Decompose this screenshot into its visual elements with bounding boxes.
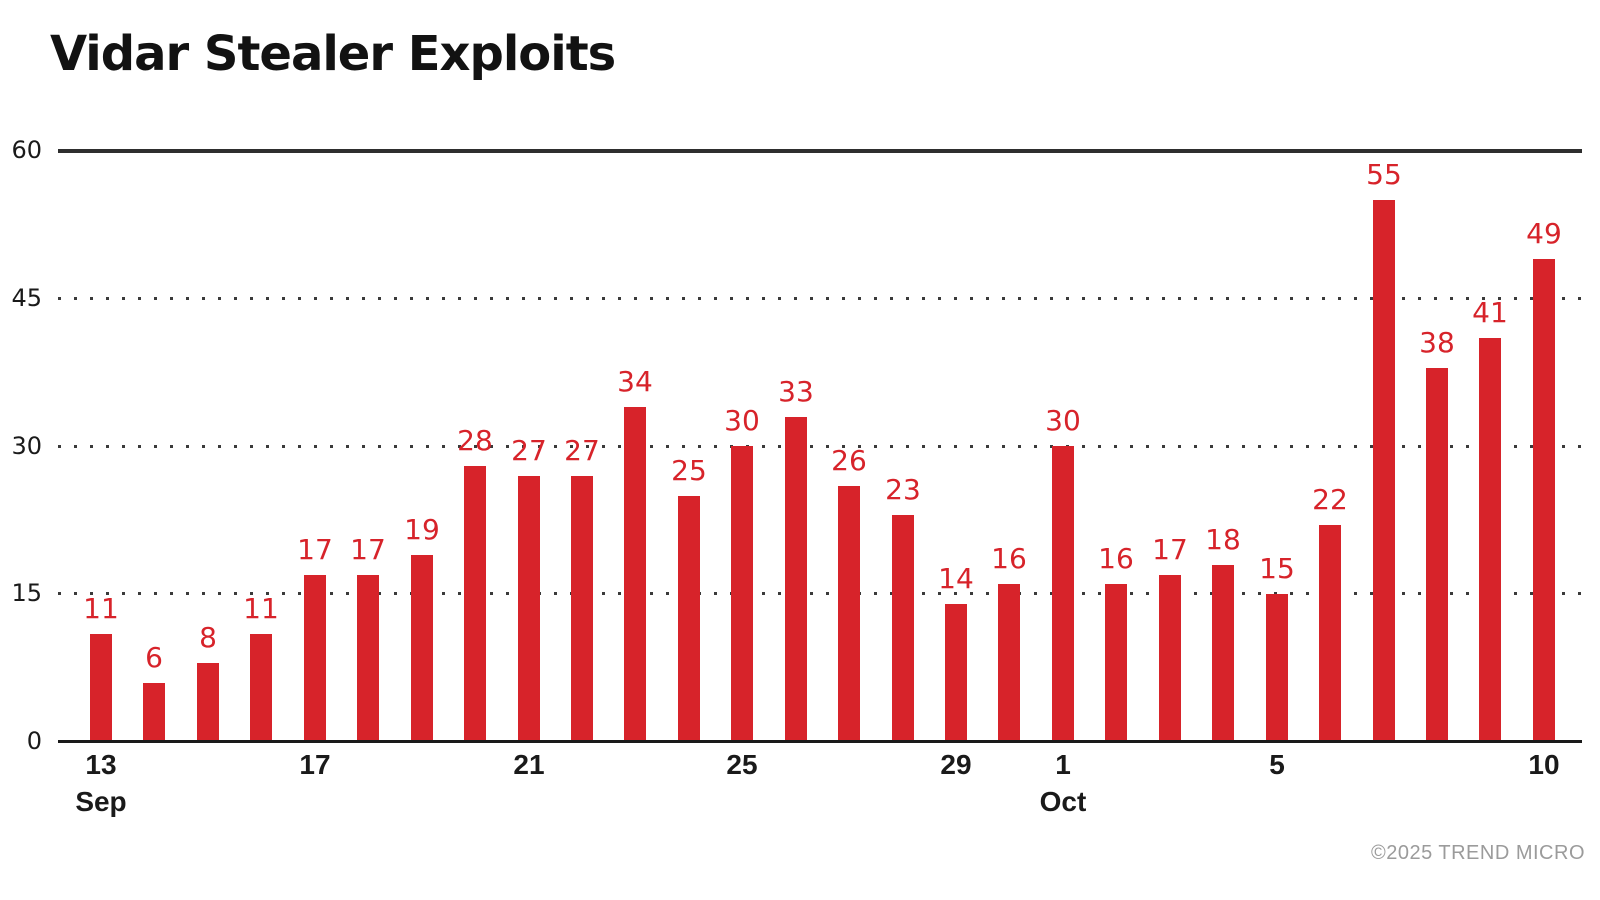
bar-oct-6 bbox=[1319, 525, 1341, 742]
bar-sep-13 bbox=[90, 634, 112, 742]
x-axis-tick-label: 21 bbox=[513, 749, 545, 780]
bar-oct-9 bbox=[1479, 338, 1501, 742]
bar-sep-17 bbox=[304, 575, 326, 742]
gridline-30 bbox=[58, 445, 1582, 448]
bar-value-label: 17 bbox=[350, 533, 386, 566]
x-axis-month-label: Sep bbox=[75, 786, 127, 817]
bar-value-label: 22 bbox=[1312, 483, 1348, 516]
bar-value-label: 27 bbox=[511, 434, 547, 467]
bar-sep-27 bbox=[838, 486, 860, 742]
bar-value-label: 11 bbox=[243, 592, 279, 625]
y-axis-tick-label: 60 bbox=[11, 136, 42, 164]
bar-oct-3 bbox=[1159, 575, 1181, 742]
bar-oct-7 bbox=[1373, 200, 1395, 742]
x-axis-line bbox=[58, 740, 1582, 743]
bar-value-label: 18 bbox=[1205, 523, 1241, 556]
bar-oct-8 bbox=[1426, 368, 1448, 742]
x-axis-tick-label: 29 bbox=[940, 749, 972, 780]
bar-sep-14 bbox=[143, 683, 165, 742]
x-axis-tick-label: 1 bbox=[1055, 749, 1071, 780]
bar-value-label: 17 bbox=[1152, 533, 1188, 566]
bar-value-label: 6 bbox=[145, 641, 163, 674]
x-axis-tick-label: 17 bbox=[299, 749, 331, 780]
bar-sep-29 bbox=[945, 604, 967, 742]
bar-value-label: 26 bbox=[831, 444, 867, 477]
gridline-45 bbox=[58, 297, 1582, 300]
bar-value-label: 38 bbox=[1419, 326, 1455, 359]
x-axis-tick-label: 10 bbox=[1528, 749, 1560, 780]
bar-sep-30 bbox=[998, 584, 1020, 742]
bar-oct-10 bbox=[1533, 259, 1555, 742]
chart-title: Vidar Stealer Exploits bbox=[50, 26, 616, 82]
bar-value-label: 49 bbox=[1526, 217, 1562, 250]
bar-sep-25 bbox=[731, 446, 753, 742]
bar-value-label: 41 bbox=[1472, 296, 1508, 329]
bar-value-label: 30 bbox=[724, 404, 760, 437]
y-axis-tick-label: 30 bbox=[11, 432, 42, 460]
bar-oct-4 bbox=[1212, 565, 1234, 742]
bar-value-label: 30 bbox=[1045, 404, 1081, 437]
gridline-15 bbox=[58, 592, 1582, 595]
bar-sep-24 bbox=[678, 496, 700, 742]
y-axis-tick-label: 15 bbox=[11, 579, 42, 607]
bar-sep-26 bbox=[785, 417, 807, 742]
bar-value-label: 25 bbox=[671, 454, 707, 487]
bar-value-label: 34 bbox=[617, 365, 653, 398]
bar-value-label: 16 bbox=[1098, 542, 1134, 575]
bar-sep-20 bbox=[464, 466, 486, 742]
bar-value-label: 33 bbox=[778, 375, 814, 408]
bar-sep-16 bbox=[250, 634, 272, 742]
bar-value-label: 28 bbox=[457, 424, 493, 457]
bar-value-label: 15 bbox=[1259, 552, 1295, 585]
bar-value-label: 27 bbox=[564, 434, 600, 467]
bar-oct-5 bbox=[1266, 594, 1288, 742]
x-axis-tick-label: 5 bbox=[1269, 749, 1285, 780]
copyright-text: ©2025 TREND MICRO bbox=[1370, 842, 1585, 864]
bar-value-label: 14 bbox=[938, 562, 974, 595]
bar-value-label: 16 bbox=[991, 542, 1027, 575]
bar-value-label: 8 bbox=[199, 621, 217, 654]
y-axis-tick-label: 0 bbox=[26, 727, 42, 755]
bar-sep-22 bbox=[571, 476, 593, 742]
bar-sep-21 bbox=[518, 476, 540, 742]
bar-value-label: 55 bbox=[1366, 158, 1402, 191]
x-axis-tick-label: 13 bbox=[85, 749, 117, 780]
bar-value-label: 11 bbox=[83, 592, 119, 625]
bar-value-label: 19 bbox=[404, 513, 440, 546]
x-axis-tick-label: 25 bbox=[726, 749, 758, 780]
gridline-60 bbox=[58, 149, 1582, 153]
bar-sep-18 bbox=[357, 575, 379, 742]
bar-sep-28 bbox=[892, 515, 914, 742]
bar-oct-2 bbox=[1105, 584, 1127, 742]
bar-sep-23 bbox=[624, 407, 646, 742]
x-axis-month-label: Oct bbox=[1039, 786, 1087, 817]
bar-sep-19 bbox=[411, 555, 433, 742]
bar-value-label: 17 bbox=[297, 533, 333, 566]
bar-sep-15 bbox=[197, 663, 219, 742]
bar-value-label: 23 bbox=[885, 473, 921, 506]
y-axis-tick-label: 45 bbox=[11, 284, 42, 312]
bar-oct-1 bbox=[1052, 446, 1074, 742]
